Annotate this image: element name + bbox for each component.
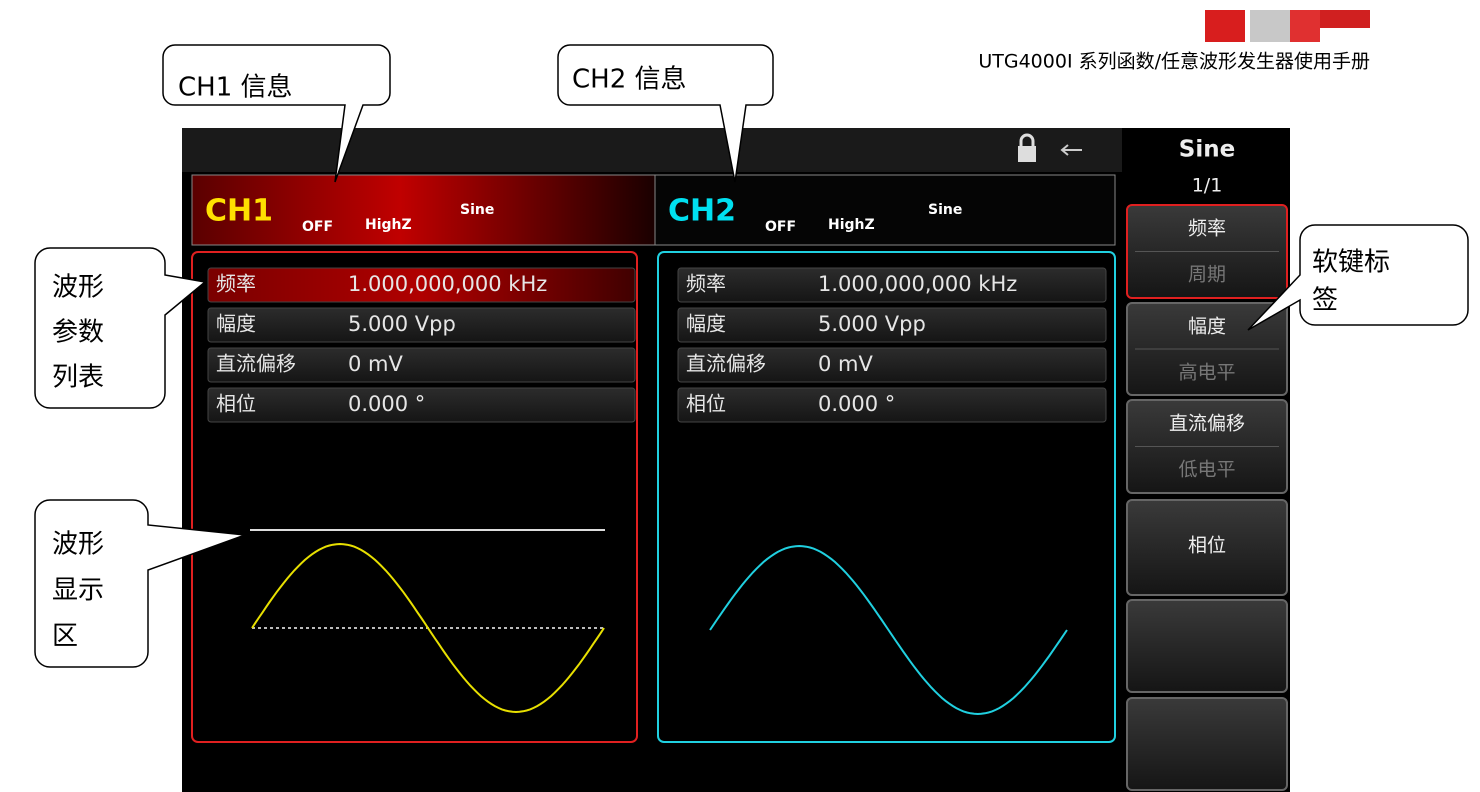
softkey-title: Sine [1179, 137, 1235, 163]
softkey-label: 幅度 [1188, 316, 1226, 338]
param-name: 频率 [686, 272, 726, 296]
param-row [207, 387, 636, 423]
param-name: 幅度 [216, 312, 256, 336]
callout-ch2: CH2 信息 [572, 65, 687, 95]
param-value: 0 mV [348, 352, 403, 376]
callouts [34, 44, 1469, 668]
ch1-label: CH1 [205, 194, 273, 229]
ch1-load: HighZ [365, 217, 412, 233]
callout-line: 显示 [52, 576, 104, 606]
softkey-label: 相位 [1188, 535, 1226, 557]
param-row [207, 307, 636, 343]
callout-line: 区 [52, 622, 78, 652]
softkey-alt: 周期 [1188, 264, 1226, 286]
softkey-label: 直流偏移 [1169, 413, 1245, 435]
ch1-panel [191, 251, 638, 743]
ch2-label: CH2 [668, 194, 736, 229]
param-value: 5.000 Vpp [348, 312, 456, 336]
param-name: 幅度 [686, 312, 726, 336]
lock-icon [1018, 133, 1082, 162]
param-value: 1.000,000,000 kHz [348, 272, 547, 296]
param-row [677, 267, 1107, 303]
softkey-alt: 高电平 [1178, 362, 1235, 384]
param-row [677, 307, 1107, 343]
ch2-waveform [709, 544, 1068, 716]
param-value: 0.000 ° [818, 392, 895, 416]
ch2-panel [657, 251, 1116, 743]
ch1-waveform [251, 542, 605, 714]
status-bar [182, 128, 1122, 172]
callout-line: 软键标 [1312, 248, 1390, 278]
softkey [1126, 697, 1288, 791]
param-row [677, 387, 1107, 423]
softkey [1126, 599, 1288, 693]
logo [1205, 10, 1370, 42]
param-row [207, 267, 636, 303]
softkey-alt: 低电平 [1178, 459, 1235, 481]
softkey-page: 1/1 [1192, 175, 1223, 197]
param-value: 0.000 ° [348, 392, 425, 416]
param-name: 直流偏移 [686, 352, 766, 376]
ch2-load: HighZ [828, 217, 875, 233]
param-name: 直流偏移 [216, 352, 296, 376]
ch2-output: OFF [765, 219, 796, 235]
ch2-wave: Sine [928, 202, 962, 218]
callout-line: 波形 [52, 530, 104, 560]
softkey [1126, 499, 1288, 596]
param-value: 5.000 Vpp [818, 312, 926, 336]
callout-line: 参数 [52, 318, 104, 348]
callout-line: 列表 [52, 363, 104, 393]
param-value: 1.000,000,000 kHz [818, 272, 1017, 296]
callout-line: 波形 [52, 273, 104, 303]
callout-line: 签 [1312, 286, 1338, 316]
ch2-header [654, 174, 1116, 246]
callout-ch1: CH1 信息 [178, 73, 293, 103]
header-title: UTG4000I 系列函数/任意波形发生器使用手册 [978, 51, 1370, 73]
param-row [677, 347, 1107, 383]
param-value: 0 mV [818, 352, 873, 376]
param-row [207, 347, 636, 383]
ch1-wave: Sine [460, 202, 494, 218]
softkey-label: 频率 [1188, 218, 1226, 240]
param-name: 相位 [686, 392, 726, 416]
param-name: 相位 [216, 392, 256, 416]
ch1-output: OFF [302, 219, 333, 235]
param-name: 频率 [216, 272, 256, 296]
